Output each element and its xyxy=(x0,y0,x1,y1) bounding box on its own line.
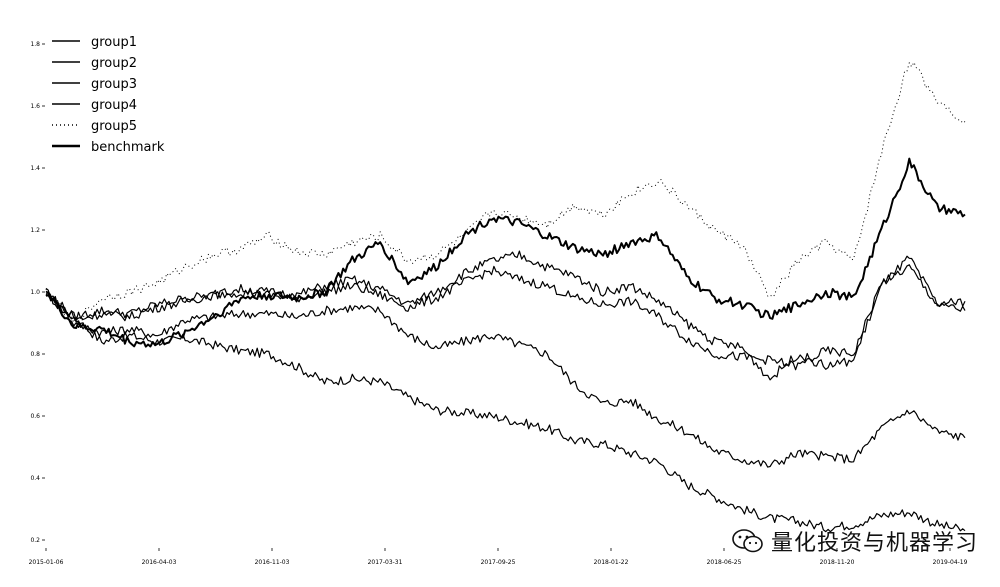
x-tick-label: 2016-04-03 xyxy=(142,559,177,566)
chart-axes: 0.2 0.4 0.6 0.8 1.0 1.2 1.4 1.6 1.8 2015-01-06 201… xyxy=(29,41,968,566)
x-tick-label: 2018-06-25 xyxy=(707,559,742,566)
y-tick-label: 0.2 xyxy=(30,537,40,544)
y-tick-label: 0.8 xyxy=(30,351,40,358)
series-line-group3 xyxy=(45,264,966,371)
y-tick-label: 1.8 xyxy=(30,41,40,48)
legend-label-group4: group4 xyxy=(91,98,137,113)
y-tick-label: 1.0 xyxy=(30,289,40,296)
x-tick-label: 2019-04-19 xyxy=(933,559,968,566)
watermark-text: 量化投资与机器学习 xyxy=(770,531,978,556)
x-tick-label: 2017-03-31 xyxy=(368,559,403,566)
legend-label-group5: group5 xyxy=(91,119,137,134)
legend-label-group2: group2 xyxy=(91,56,137,71)
x-tick-label: 2015-01-06 xyxy=(29,559,64,566)
series-line-group2 xyxy=(45,290,966,468)
legend-label-benchmark: benchmark xyxy=(91,140,165,155)
x-tick-label: 2017-09-25 xyxy=(481,559,516,566)
series-line-group1 xyxy=(45,287,966,533)
series-line-benchmark xyxy=(45,157,966,348)
series-layer xyxy=(45,61,966,533)
legend-label-group1: group1 xyxy=(91,35,137,50)
x-tick-label: 2016-11-03 xyxy=(255,559,290,566)
y-tick-label: 0.6 xyxy=(30,413,40,420)
wechat-icon xyxy=(732,529,763,553)
watermark: 量化投资与机器学习 xyxy=(731,525,978,557)
y-tick-label: 0.4 xyxy=(30,475,40,482)
y-tick-label: 1.6 xyxy=(30,103,40,110)
series-line-group4 xyxy=(45,250,966,381)
legend: group1 group2 group3 group4 group5 benchmark xyxy=(52,35,165,155)
y-tick-label: 1.2 xyxy=(30,227,40,234)
series-line-group5 xyxy=(45,61,966,323)
legend-label-group3: group3 xyxy=(91,77,137,92)
x-tick-label: 2018-11-20 xyxy=(820,559,855,566)
y-tick-label: 1.4 xyxy=(30,165,40,172)
x-tick-label: 2018-01-22 xyxy=(594,559,629,566)
